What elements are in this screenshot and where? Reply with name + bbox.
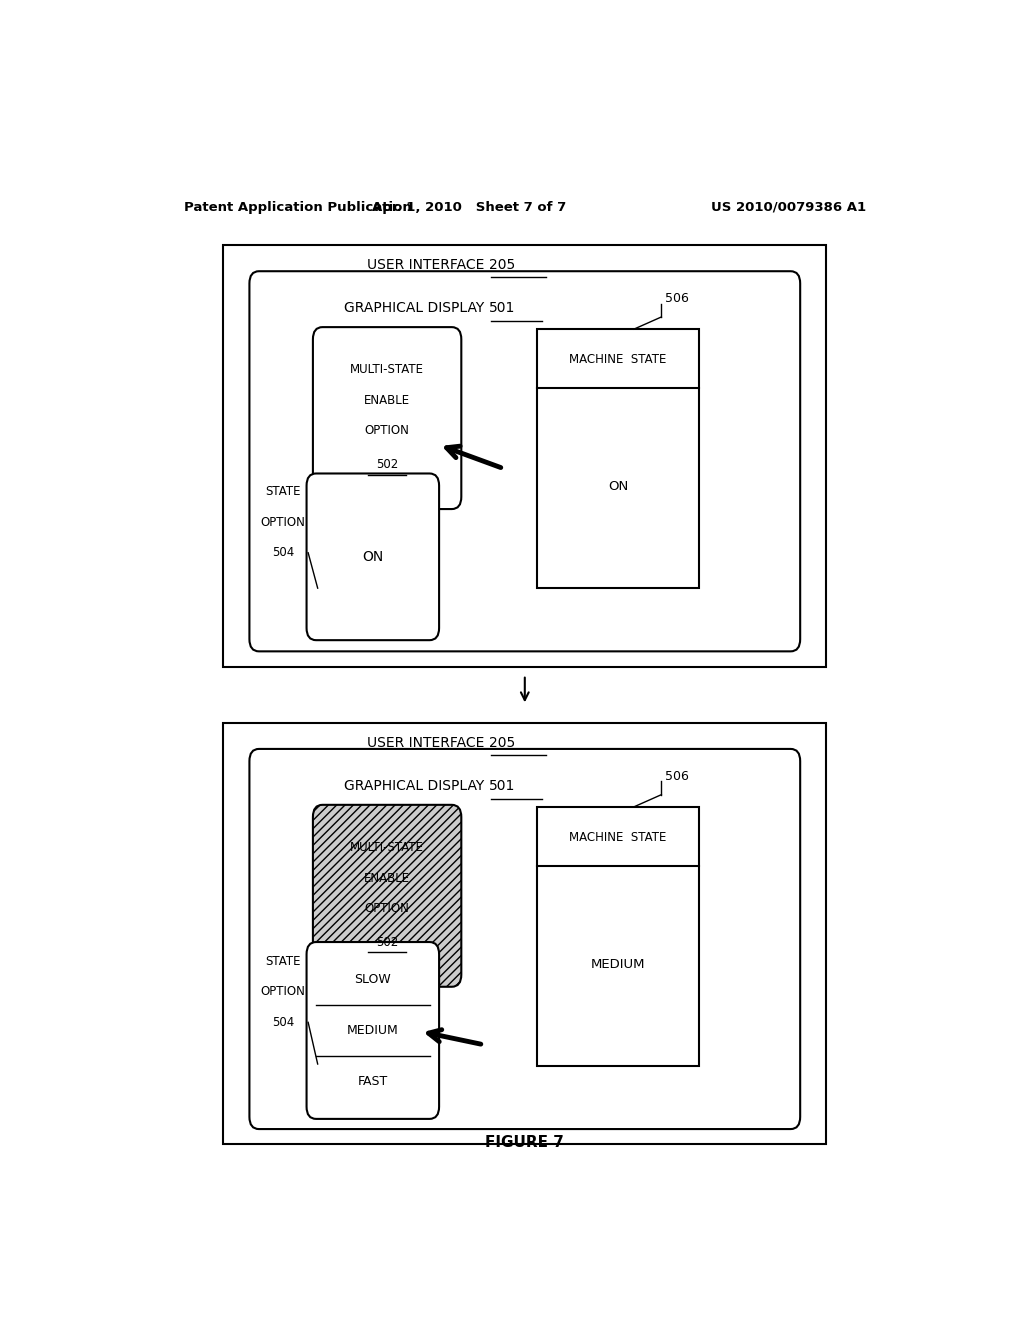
Text: 501: 501 [489,301,515,314]
FancyBboxPatch shape [306,474,439,640]
Text: SLOW: SLOW [354,973,391,986]
Text: 501: 501 [489,779,515,792]
Text: MACHINE  STATE: MACHINE STATE [569,830,667,843]
FancyBboxPatch shape [250,748,800,1129]
Text: OPTION: OPTION [365,424,410,437]
Text: USER INTERFACE: USER INTERFACE [368,259,489,272]
Text: STATE: STATE [265,486,300,498]
Bar [223,722,826,1144]
Text: USER INTERFACE: USER INTERFACE [368,735,489,750]
Text: ON: ON [362,550,383,564]
FancyBboxPatch shape [313,805,461,987]
Text: ON: ON [608,480,628,494]
Text: ENABLE: ENABLE [365,393,411,407]
Text: 506: 506 [666,292,689,305]
Text: MACHINE  STATE: MACHINE STATE [569,354,667,366]
Text: 205: 205 [489,259,515,272]
Text: 502: 502 [376,458,398,471]
Text: FAST: FAST [357,1074,388,1088]
Text: OPTION: OPTION [260,985,305,998]
Text: MULTI-STATE: MULTI-STATE [350,363,424,376]
Text: MEDIUM: MEDIUM [347,1024,398,1038]
Text: MULTI-STATE: MULTI-STATE [350,841,424,854]
Bar [223,244,826,667]
Text: MEDIUM: MEDIUM [591,958,645,972]
Text: GRAPHICAL DISPLAY: GRAPHICAL DISPLAY [344,301,489,314]
Text: 504: 504 [271,546,294,560]
FancyBboxPatch shape [306,942,439,1119]
Text: 506: 506 [666,770,689,783]
Text: 504: 504 [271,1016,294,1028]
FancyBboxPatch shape [313,327,461,510]
Text: 205: 205 [489,735,515,750]
Text: ENABLE: ENABLE [365,871,411,884]
Text: OPTION: OPTION [260,516,305,529]
Text: GRAPHICAL DISPLAY: GRAPHICAL DISPLAY [344,779,489,792]
Text: US 2010/0079386 A1: US 2010/0079386 A1 [711,201,866,214]
Text: FIGURE 7: FIGURE 7 [485,1135,564,1150]
Text: 502: 502 [376,936,398,949]
Text: Patent Application Publication: Patent Application Publication [183,201,412,214]
Text: STATE: STATE [265,954,300,968]
Text: OPTION: OPTION [365,902,410,915]
Text: Apr. 1, 2010   Sheet 7 of 7: Apr. 1, 2010 Sheet 7 of 7 [372,201,566,214]
FancyBboxPatch shape [250,271,800,651]
Bar [537,329,699,589]
Bar [537,807,699,1067]
